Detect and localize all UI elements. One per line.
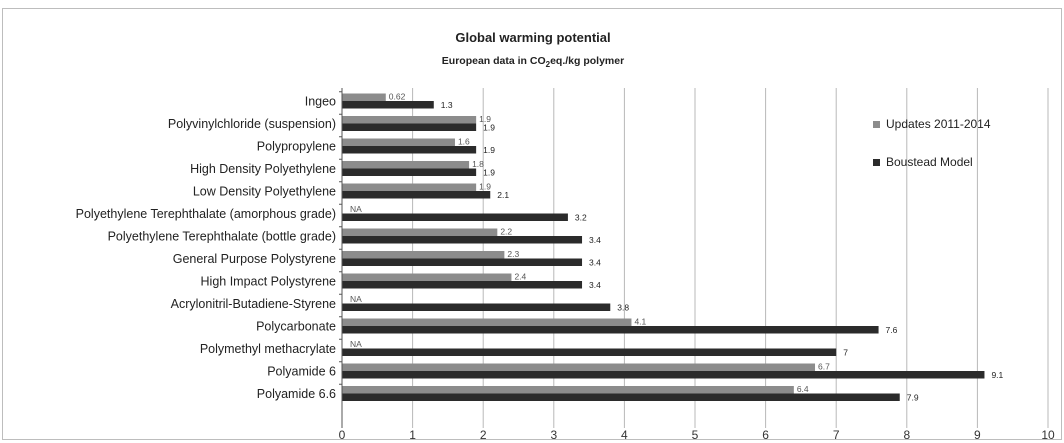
data-label-updates: 1.9 [479,114,491,124]
bar-updates-2011-2014 [342,386,794,394]
category-label: Polycarbonate [256,320,336,334]
bar-boustead-model [342,191,491,199]
data-label-boustead: 3.4 [589,258,601,268]
x-tick-label-9: 9 [974,428,981,442]
category-label: Acrylonitril-Butadiene-Styrene [171,297,336,311]
data-label-boustead: 7 [843,348,848,358]
bar-boustead-model [342,281,583,289]
category-label: Polyethylene Terephthalate (bottle grade… [108,230,336,244]
data-label-updates-na: NA [350,294,362,304]
category-label: Polyvinylchloride (suspension) [168,117,336,131]
bar-updates-2011-2014 [342,251,505,259]
category-label: Polyamide 6.6 [257,387,336,401]
bar-boustead-model [342,101,434,109]
x-tick-label-4: 4 [621,428,628,442]
data-label-updates: 1.8 [472,159,484,169]
x-tick-label-3: 3 [550,428,557,442]
bar-updates-2011-2014 [342,138,455,146]
data-label-boustead: 3.8 [617,303,629,313]
x-tick-label-8: 8 [903,428,910,442]
bar-boustead-model [342,393,900,401]
x-tick-label-7: 7 [833,428,840,442]
x-tick-label-0: 0 [339,428,346,442]
x-tick-label-10: 10 [1041,428,1055,442]
data-label-boustead: 1.9 [483,168,495,178]
data-label-boustead: 9.1 [991,370,1003,380]
bar-updates-2011-2014 [342,161,470,169]
data-label-updates: 6.7 [818,362,830,372]
x-tick-label-6: 6 [762,428,769,442]
bar-boustead-model [342,236,583,244]
category-label: General Purpose Polystyrene [173,252,336,266]
data-label-boustead: 1.9 [483,145,495,155]
category-label: Polyamide 6 [267,365,336,379]
bar-updates-2011-2014 [342,183,477,191]
data-label-updates: 2.3 [507,249,519,259]
bar-updates-2011-2014 [342,93,386,101]
chart-title: Global warming potential [455,30,610,45]
data-label-updates: 2.2 [500,227,512,237]
legend-swatch-boustead [873,159,880,166]
bar-boustead-model [342,303,611,311]
x-tick-label-1: 1 [409,428,416,442]
category-label: Low Density Polyethylene [193,185,336,199]
category-label: High Density Polyethylene [190,162,336,176]
category-label: Polymethyl methacrylate [200,342,336,356]
data-label-updates: 2.4 [514,272,526,282]
bar-updates-2011-2014 [342,273,512,281]
legend-label-boustead: Boustead Model [886,155,973,169]
data-label-boustead: 3.2 [575,213,587,223]
bar-updates-2011-2014 [342,116,477,124]
data-label-boustead: 7.9 [907,393,919,403]
data-label-boustead: 1.9 [483,123,495,133]
bar-boustead-model [342,168,477,176]
category-label: High Impact Polystyrene [201,275,337,289]
x-tick-label-2: 2 [480,428,487,442]
bar-updates-2011-2014 [342,363,816,371]
data-label-updates: 4.1 [634,317,646,327]
data-label-updates: 1.9 [479,182,491,192]
data-label-updates: 1.6 [458,137,470,147]
data-label-updates: 6.4 [797,384,809,394]
bar-boustead-model [342,146,477,154]
bar-boustead-model [342,123,477,131]
chart-frame [2,8,1062,440]
bar-boustead-model [342,326,879,334]
bar-boustead-model [342,213,568,221]
data-label-updates-na: NA [350,204,362,214]
data-label-boustead: 3.4 [589,280,601,290]
legend-label-updates: Updates 2011-2014 [886,117,991,131]
bar-boustead-model [342,371,985,379]
data-label-boustead: 7.6 [886,325,898,335]
bar-boustead-model [342,258,583,266]
chart-subtitle: European data in CO2eq./kg polymer [442,55,624,69]
category-label: Polypropylene [257,140,336,154]
x-tick-label-5: 5 [692,428,699,442]
bar-updates-2011-2014 [342,228,498,236]
data-label-boustead: 2.1 [497,190,509,200]
bar-boustead-model [342,348,837,356]
bar-updates-2011-2014 [342,318,632,326]
data-label-boustead: 1.3 [441,100,453,110]
data-label-updates: 0.62 [389,92,406,102]
data-label-updates-na: NA [350,339,362,349]
category-label: Polyethylene Terephthalate (amorphous gr… [76,207,336,221]
category-label: Ingeo [305,95,336,109]
legend-swatch-updates [873,121,880,128]
data-label-boustead: 3.4 [589,235,601,245]
